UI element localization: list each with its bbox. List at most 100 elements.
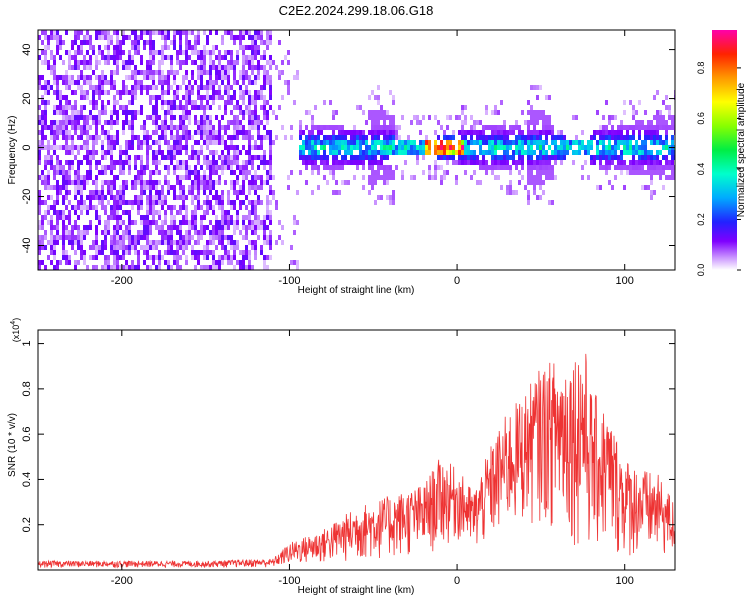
heatmap-cell [473, 125, 476, 130]
heatmap-cell [233, 40, 236, 45]
heatmap-cell [203, 210, 206, 215]
heatmap-cell [596, 155, 599, 160]
heatmap-cell [146, 70, 149, 75]
heatmap-cell [350, 135, 353, 140]
heatmap-cell [194, 255, 197, 260]
heatmap-cell [56, 235, 59, 240]
heatmap-cell [86, 115, 89, 120]
heatmap-cell [230, 220, 233, 225]
y-tick-label: 0.4 [21, 472, 33, 487]
heatmap-cell [212, 250, 215, 255]
svg-text:(x104): (x104) [10, 318, 21, 342]
heatmap-cell [530, 165, 533, 170]
heatmap-cell [101, 165, 104, 170]
heatmap-cell [644, 130, 647, 135]
heatmap-cell [134, 115, 137, 120]
heatmap-cell [497, 145, 500, 150]
heatmap-cell [638, 165, 641, 170]
heatmap-cell [152, 110, 155, 115]
heatmap-cell [56, 240, 59, 245]
heatmap-cell [515, 160, 518, 165]
heatmap-cell [242, 165, 245, 170]
heatmap-cell [545, 160, 548, 165]
heatmap-cell [134, 35, 137, 40]
heatmap-cell [116, 50, 119, 55]
heatmap-cell [287, 90, 290, 95]
heatmap-cell [131, 110, 134, 115]
heatmap-cell [110, 145, 113, 150]
heatmap-cell [146, 235, 149, 240]
heatmap-cell [113, 55, 116, 60]
heatmap-cell [152, 45, 155, 50]
heatmap-cell [104, 235, 107, 240]
heatmap-cell [401, 150, 404, 155]
heatmap-cell [329, 150, 332, 155]
heatmap-cell [101, 205, 104, 210]
heatmap-cell [38, 120, 41, 125]
heatmap-cell [233, 105, 236, 110]
heatmap-cell [185, 235, 188, 240]
heatmap-cell [179, 120, 182, 125]
heatmap-cell [464, 150, 467, 155]
heatmap-cell [356, 165, 359, 170]
heatmap-cell [158, 95, 161, 100]
heatmap-cell [77, 170, 80, 175]
heatmap-cell [95, 165, 98, 170]
heatmap-cell [122, 250, 125, 255]
heatmap-cell [224, 250, 227, 255]
heatmap-cell [173, 255, 176, 260]
heatmap-cell [221, 160, 224, 165]
heatmap-cell [185, 40, 188, 45]
heatmap-cell [254, 45, 257, 50]
heatmap-cell [206, 145, 209, 150]
snr-x-label: Height of straight line (km) [298, 585, 415, 596]
heatmap-cell [119, 50, 122, 55]
heatmap-cell [278, 105, 281, 110]
heatmap-cell [53, 245, 56, 250]
heatmap-cell [632, 105, 635, 110]
heatmap-cell [227, 225, 230, 230]
heatmap-cell [590, 145, 593, 150]
heatmap-cell [239, 90, 242, 95]
heatmap-cell [533, 150, 536, 155]
heatmap-cell [227, 135, 230, 140]
heatmap-cell [191, 210, 194, 215]
heatmap-cell [626, 140, 629, 145]
heatmap-cell [386, 175, 389, 180]
heatmap-cell [248, 180, 251, 185]
heatmap-cell [395, 135, 398, 140]
heatmap-cell [83, 55, 86, 60]
heatmap-cell [155, 140, 158, 145]
heatmap-cell [287, 80, 290, 85]
heatmap-cell [137, 180, 140, 185]
heatmap-cell [110, 125, 113, 130]
heatmap-cell [44, 165, 47, 170]
heatmap-cell [41, 95, 44, 100]
heatmap-cell [230, 95, 233, 100]
heatmap-cell [311, 125, 314, 130]
heatmap-cell [245, 255, 248, 260]
heatmap-cell [86, 175, 89, 180]
heatmap-cell [236, 100, 239, 105]
heatmap-cell [242, 180, 245, 185]
heatmap-cell [512, 155, 515, 160]
heatmap-cell [233, 220, 236, 225]
heatmap-cell [65, 215, 68, 220]
heatmap-cell [185, 255, 188, 260]
heatmap-cell [575, 115, 578, 120]
heatmap-cell [203, 185, 206, 190]
heatmap-cell [185, 210, 188, 215]
heatmap-cell [131, 75, 134, 80]
heatmap-cell [107, 180, 110, 185]
heatmap-cell [170, 150, 173, 155]
heatmap-cell [161, 105, 164, 110]
heatmap-cell [239, 265, 242, 270]
heatmap-cell [92, 145, 95, 150]
heatmap-cell [137, 175, 140, 180]
heatmap-cell [551, 150, 554, 155]
heatmap-cell [509, 130, 512, 135]
heatmap-cell [122, 255, 125, 260]
heatmap-cell [533, 115, 536, 120]
heatmap-cell [407, 150, 410, 155]
heatmap-cell [209, 250, 212, 255]
